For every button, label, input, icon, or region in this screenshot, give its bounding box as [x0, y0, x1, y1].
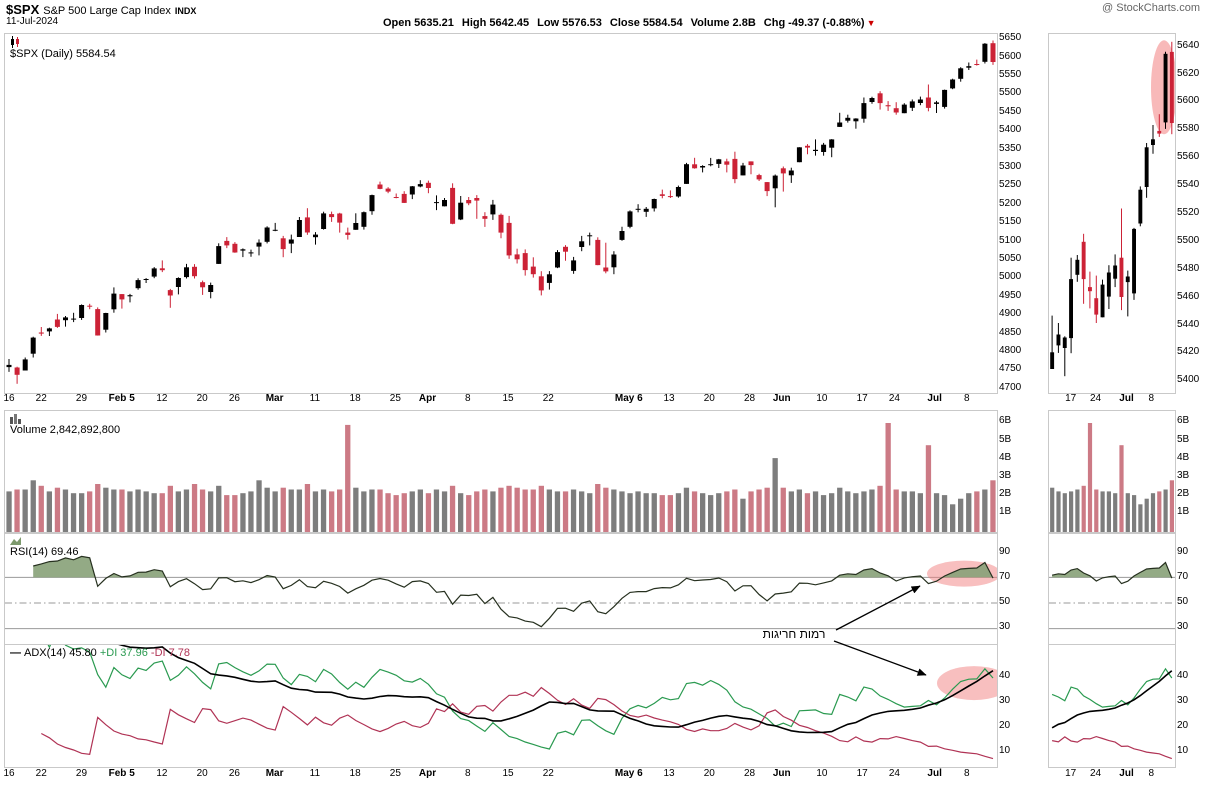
close-value: 5584.54 [642, 17, 683, 29]
adx-value-text: ADX(14) 45.80 [24, 647, 97, 659]
rsi-panel-label-text: RSI(14) 69.46 [10, 546, 79, 558]
main-rsi-axis: 90 70 50 30 [999, 546, 1011, 633]
chart-title: $SPX S&P 500 Large Cap Index INDX [6, 1, 196, 19]
inset-volume-plot [1048, 410, 1176, 533]
chg-label: Chg [763, 17, 786, 29]
volume-value: 2.8B [732, 17, 756, 29]
close-label: Close [609, 17, 640, 29]
inset-price-plot [1048, 33, 1176, 394]
volume-panel-label-text: Volume 2,842,892,800 [10, 424, 121, 436]
price-panel-label-text: $SPX (Daily) 5584.54 [10, 48, 116, 60]
chart-date: 11-Jul-2024 [6, 16, 59, 27]
main-volume-plot: Volume 2,842,892,800 [4, 410, 998, 533]
high-label: High [461, 17, 487, 29]
symbol-text: $SPX [6, 2, 40, 17]
stockcharts-credit: @ StockCharts.com [1102, 2, 1200, 14]
adx-line-icon: — [10, 647, 21, 659]
volume-label: Volume [690, 17, 730, 29]
inset-volume-axis: 6B 5B 4B 3B 2B 1B [1177, 415, 1190, 518]
rsi-area-icon [10, 537, 21, 545]
main-adx-plot: — ADX(14) 45.80 +DI 37.96 -DI 7.78 [4, 644, 998, 768]
volume-bars-icon [10, 414, 21, 424]
index-name-text: S&P 500 Large Cap Index [43, 5, 171, 17]
inset-adx-axis: 40 30 20 10 [1177, 669, 1189, 756]
inset-rsi-plot [1048, 533, 1176, 650]
main-rsi-plot: RSI(14) 69.46 [4, 533, 998, 650]
open-label: Open [383, 17, 412, 29]
low-label: Low [537, 17, 560, 29]
open-value: 5635.21 [414, 17, 454, 29]
annotation-text: רמות חריגות [762, 627, 826, 641]
price-panel-label: $SPX (Daily) 5584.54 [10, 36, 116, 60]
inset-adx-plot [1048, 644, 1176, 768]
exchange-text: INDX [174, 6, 197, 16]
volume-panel-label: Volume 2,842,892,800 [10, 413, 120, 436]
high-value: 5642.45 [489, 17, 530, 29]
minus-di-value-text: -DI 7.78 [150, 647, 191, 659]
plus-di-value-text: +DI 37.96 [99, 647, 148, 659]
candlestick-icon [11, 36, 19, 48]
low-value: 5576.53 [562, 17, 602, 29]
down-arrow-icon: ▼ [866, 18, 876, 28]
quote-bar: Open 5635.21 High 5642.45 Low 5576.53 Close 558… [383, 17, 876, 29]
chg-value: -49.37 (-0.88%) [788, 17, 865, 29]
main-adx-axis: 40 30 20 10 [999, 669, 1011, 756]
main-price-axis: 5650 5600 5550 5500 5450 5400 5350 5300 5250 5200… [999, 32, 1022, 393]
inset-rsi-axis: 90 70 50 30 [1177, 546, 1189, 633]
rsi-panel-label: RSI(14) 69.46 [10, 536, 78, 558]
main-price-plot: $SPX (Daily) 5584.54 [4, 33, 998, 394]
adx-panel-label: — ADX(14) 45.80 +DI 37.96 -DI 7.78 [10, 647, 190, 659]
inset-price-axis: 5640 5620 5600 5580 5560 5540 5520 5500 5480 5460… [1177, 39, 1200, 386]
main-volume-axis: 6B 5B 4B 3B 2B 1B [999, 415, 1012, 518]
